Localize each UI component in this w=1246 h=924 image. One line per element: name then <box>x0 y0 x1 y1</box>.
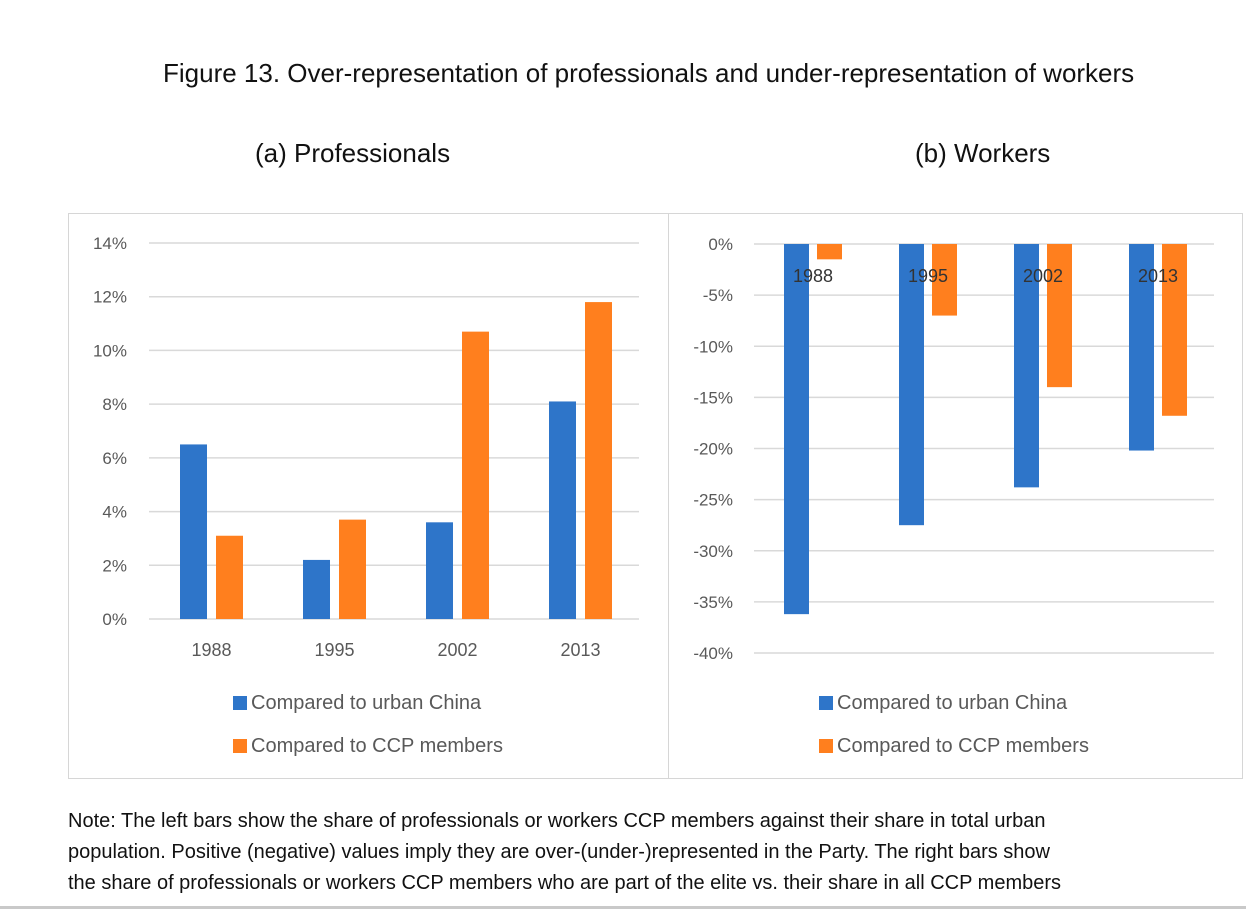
legend-item-ccp: Compared to CCP members <box>819 735 1089 757</box>
y-tick-label: 12% <box>93 288 127 307</box>
x-category-label: 2013 <box>560 640 600 660</box>
legend-swatch-urban <box>819 696 833 710</box>
chart-title-professionals: (a) Professionals <box>255 138 451 168</box>
bar-ccp-members <box>339 519 366 619</box>
legend-item-urban: Compared to urban China <box>819 692 1089 714</box>
bar-urban-china <box>784 244 809 615</box>
y-tick-label: -40% <box>693 644 733 663</box>
chart-workers: 0% -5% -10% -15% -20% -25% -30% -35% -40% 1988 199… <box>668 213 1243 779</box>
legend-item-ccp: Compared to CCP members <box>233 735 503 757</box>
y-tick-label: -10% <box>693 337 733 356</box>
y-tick-label: 10% <box>93 341 127 360</box>
bar-urban-china <box>426 522 453 619</box>
x-category-label: 1995 <box>314 640 354 660</box>
bar-urban-china <box>1129 244 1154 451</box>
legend-swatch-urban <box>233 696 247 710</box>
y-tick-label: -25% <box>693 491 733 510</box>
legend-workers: Compared to urban China Compared to CCP … <box>819 692 1089 778</box>
x-category-label: 1988 <box>191 640 231 660</box>
bar-ccp-members <box>1162 244 1187 416</box>
bar-urban-china <box>549 401 576 619</box>
y-tick-label: -20% <box>693 440 733 459</box>
legend-label-ccp: Compared to CCP members <box>251 734 503 757</box>
x-category-label: 2013 <box>1138 266 1178 286</box>
legend-label-urban: Compared to urban China <box>251 691 482 714</box>
bar-ccp-members <box>216 535 243 619</box>
y-tick-label: 14% <box>93 234 127 253</box>
x-category-label: 2002 <box>437 640 477 660</box>
x-category-label: 1988 <box>793 266 833 286</box>
bar-urban-china <box>1014 244 1039 488</box>
y-tick-label: 6% <box>102 449 127 468</box>
legend-label-ccp: Compared to CCP members <box>837 734 1089 757</box>
page-bottom-rule <box>0 906 1246 909</box>
figure-note: Note: The left bars show the share of pr… <box>68 806 1246 899</box>
y-tick-label: 2% <box>102 556 127 575</box>
bar-ccp-members <box>462 331 489 619</box>
bar-urban-china <box>303 559 330 619</box>
note-line: the share of professionals or workers CC… <box>68 872 1062 894</box>
x-category-label: 2002 <box>1023 266 1063 286</box>
bar-ccp-members <box>932 244 957 316</box>
figure-title: Figure 13. Over-representation of profes… <box>163 58 1135 88</box>
bar-ccp-members <box>1047 244 1072 388</box>
legend-item-urban: Compared to urban China <box>233 692 503 714</box>
x-category-label: 1995 <box>908 266 948 286</box>
chart-professionals: 14% 12% 10% 8% 6% 4% 2% 0% 1988 1995 2002 2013 Comp… <box>68 213 669 779</box>
y-tick-label: 8% <box>102 395 127 414</box>
chart-professionals-plot: 14% 12% 10% 8% 6% 4% 2% 0% 1988 1995 2002 2013 <box>93 234 639 660</box>
legend-swatch-ccp <box>233 739 247 753</box>
y-tick-label: -15% <box>693 388 733 407</box>
y-tick-label: 4% <box>102 503 127 522</box>
note-line: Note: The left bars show the share of pr… <box>68 810 1046 832</box>
bar-urban-china <box>180 444 207 619</box>
y-tick-label: 0% <box>102 610 127 629</box>
legend-professionals: Compared to urban China Compared to CCP … <box>233 692 503 778</box>
y-tick-label: 0% <box>708 235 733 254</box>
y-tick-label: -30% <box>693 542 733 561</box>
bar-ccp-members <box>585 302 612 619</box>
bar-urban-china <box>899 244 924 526</box>
y-tick-label: -35% <box>693 593 733 612</box>
chart-workers-plot: 0% -5% -10% -15% -20% -25% -30% -35% -40% 1988 199… <box>693 235 1214 663</box>
chart-title-workers: (b) Workers <box>915 138 1051 168</box>
y-tick-label: -5% <box>703 286 733 305</box>
bar-ccp-members <box>817 244 842 260</box>
legend-label-urban: Compared to urban China <box>837 691 1068 714</box>
note-line: population. Positive (negative) values i… <box>68 841 1050 863</box>
legend-swatch-ccp <box>819 739 833 753</box>
